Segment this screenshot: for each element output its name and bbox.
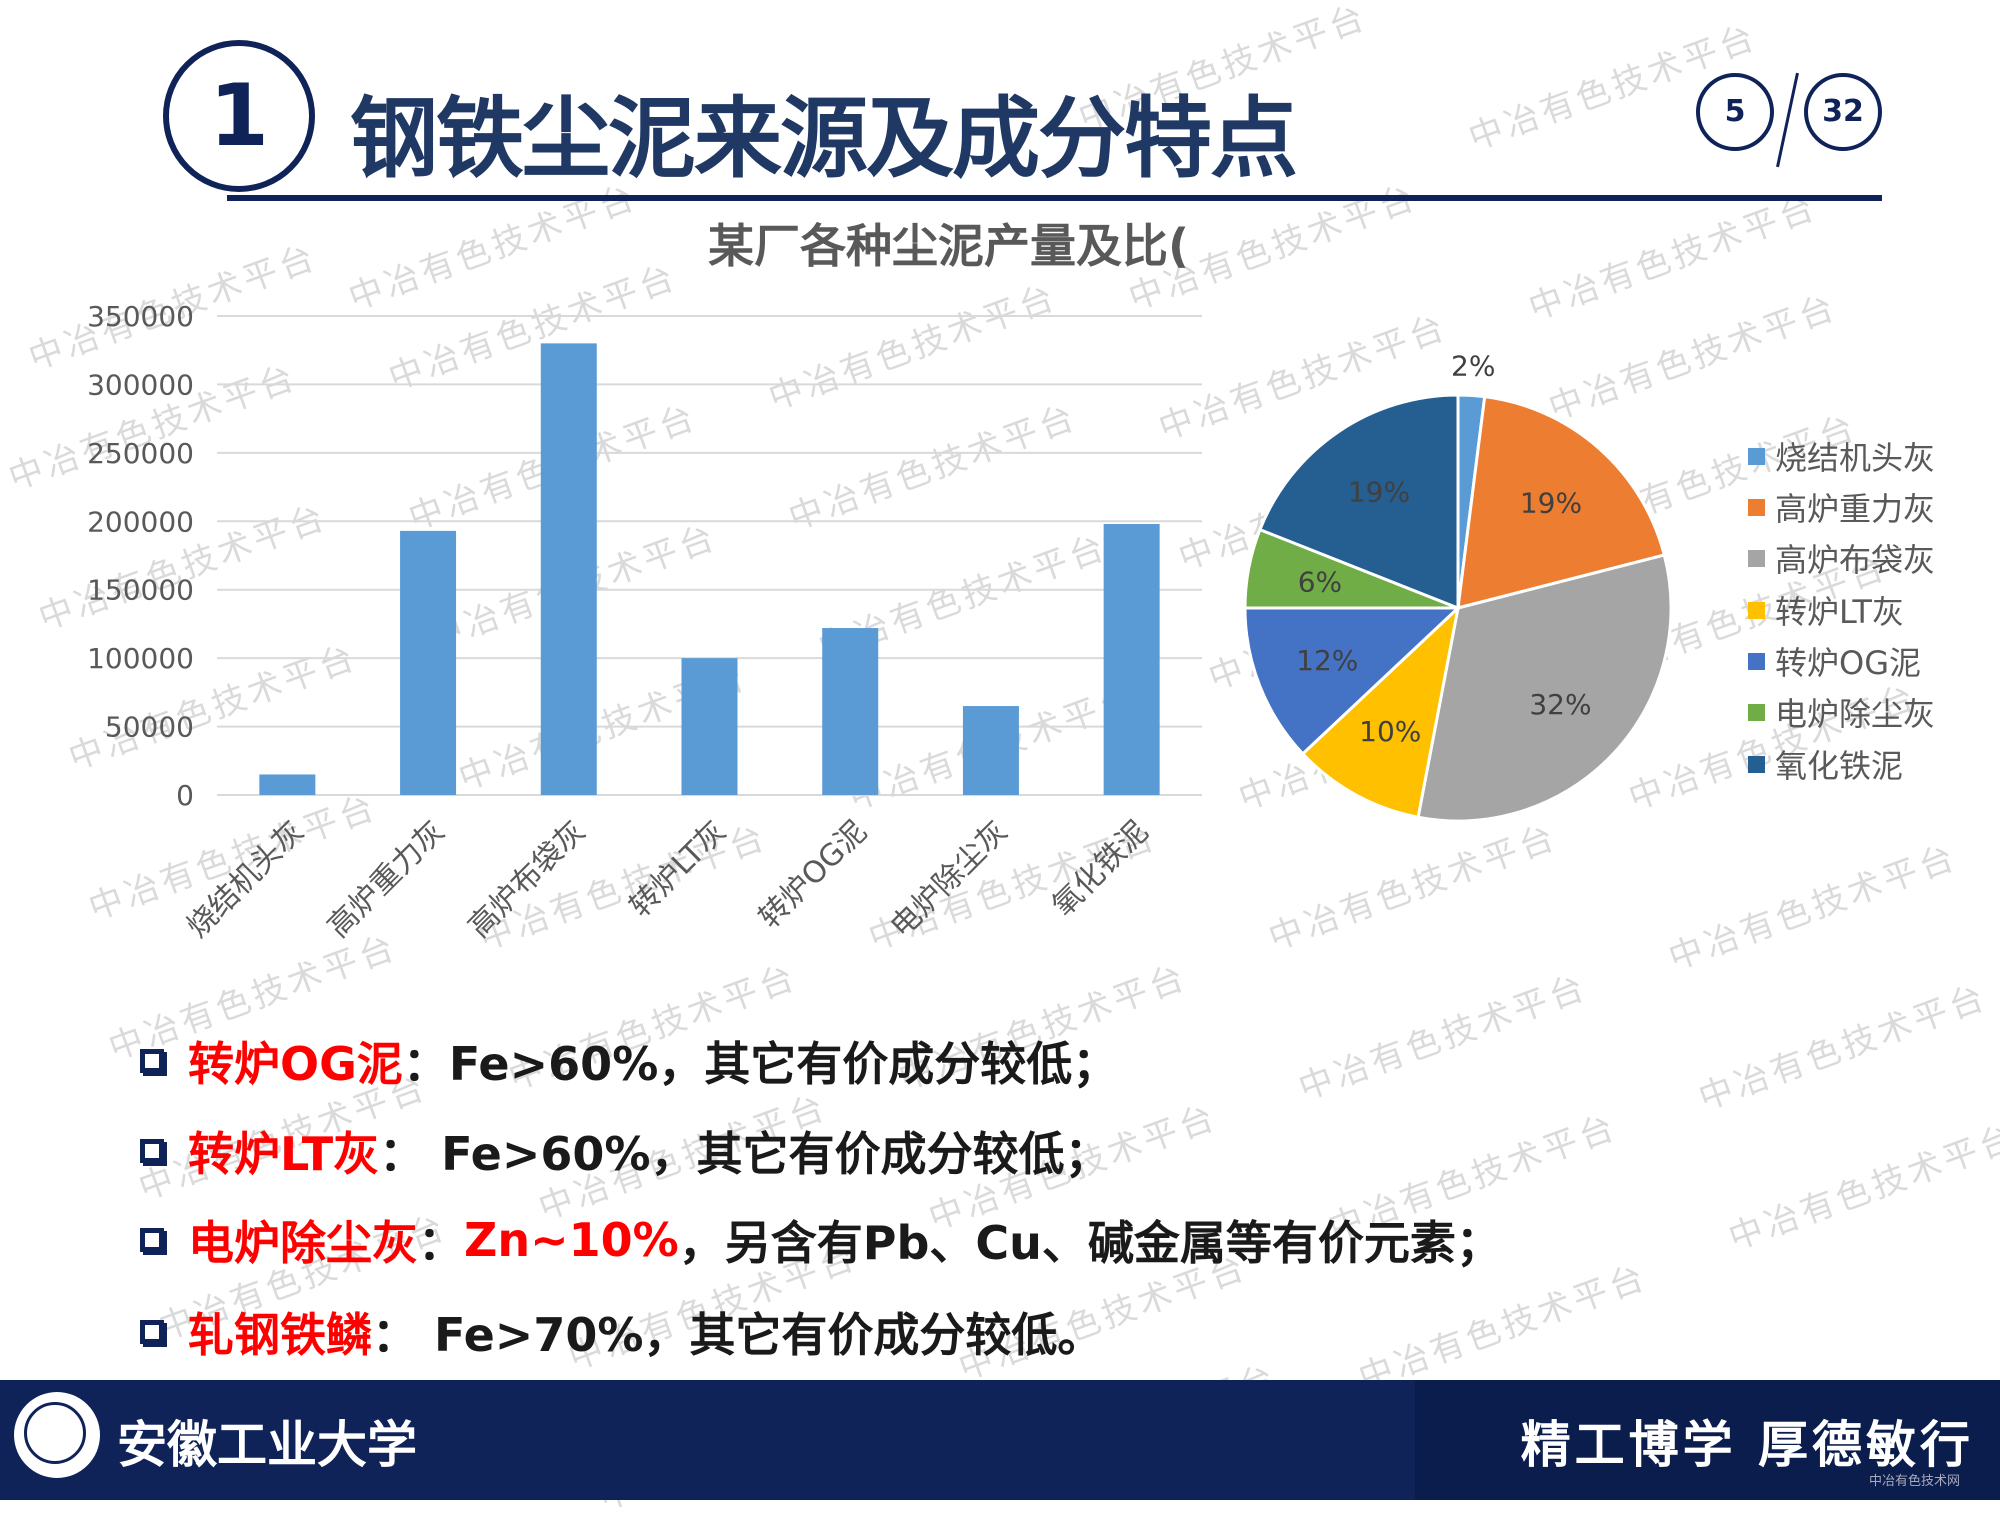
pie-slice-3 bbox=[1416, 553, 1673, 823]
legend-swatch bbox=[1748, 498, 1765, 516]
checkbox-bullet-icon bbox=[140, 1228, 164, 1252]
y-tick-label: 50000 bbox=[105, 711, 194, 744]
pie-slice-2 bbox=[1456, 395, 1667, 611]
watermark-text: 中冶有色技术平台 bbox=[1293, 967, 1593, 1109]
pie-data-label: 6% bbox=[1298, 566, 1342, 599]
bar-7 bbox=[1103, 524, 1160, 795]
y-tick-label: 300000 bbox=[87, 368, 194, 401]
y-tick-label: 200000 bbox=[87, 505, 194, 538]
legend-label: 转炉OG泥 bbox=[1775, 644, 1921, 682]
school-motto: 精工博学 厚德敏行 bbox=[1520, 1415, 1974, 1474]
y-tick-label: 150000 bbox=[87, 574, 194, 607]
pie-data-label: 19% bbox=[1348, 476, 1410, 509]
pie-chart: 2% 19% 32% 10% 12% 6% 19% bbox=[1243, 349, 1673, 823]
title-underline bbox=[227, 195, 1882, 201]
legend-swatch bbox=[1748, 652, 1765, 670]
bullet-highlight: 电炉除尘灰 bbox=[188, 1216, 418, 1270]
bullet-lt-ash: 转炉LT灰 ： Fe>60%，其它有价成分较低； bbox=[140, 1118, 1111, 1184]
checkbox-bullet-icon bbox=[140, 1049, 164, 1073]
pie-slice-4 bbox=[1300, 603, 1461, 819]
legend-label: 高炉布袋灰 bbox=[1775, 541, 1936, 579]
legend-swatch bbox=[1748, 755, 1765, 773]
legend-item: 氧化铁泥 bbox=[1748, 741, 1903, 787]
x-tick-label: 高炉重力灰 bbox=[321, 814, 452, 945]
chart-title: 某厂各种尘泥产量及比( bbox=[708, 219, 1190, 273]
section-number: 1 bbox=[209, 66, 269, 166]
bullet-highlight-zn: Zn~10% bbox=[464, 1213, 679, 1267]
legend-label: 高炉重力灰 bbox=[1775, 490, 1936, 528]
legend-item: 高炉重力灰 bbox=[1748, 484, 1935, 530]
checkbox-bullet-icon bbox=[140, 1139, 164, 1163]
pie-data-label: 2% bbox=[1451, 349, 1495, 382]
bar-4 bbox=[681, 658, 738, 795]
watermark-text: 中冶有色技术平台 bbox=[1523, 187, 1823, 329]
y-tick-label: 250000 bbox=[87, 437, 194, 470]
x-tick-label: 转炉LT灰 bbox=[623, 814, 733, 924]
pie-slice-7 bbox=[1258, 393, 1460, 611]
legend-item: 转炉OG泥 bbox=[1748, 638, 1921, 684]
legend-label: 烧结机头灰 bbox=[1775, 439, 1936, 477]
bullet-mill-scale: 轧钢铁鳞 ： Fe>70%，其它有价成分较低。 bbox=[140, 1299, 1103, 1365]
bar-6 bbox=[962, 706, 1019, 795]
legend-label: 转炉LT灰 bbox=[1775, 593, 1904, 631]
page-divider bbox=[1776, 72, 1799, 168]
bullet-text: ： bbox=[418, 1216, 464, 1270]
legend-label: 电炉除尘灰 bbox=[1775, 695, 1936, 733]
site-watermark-logo: 中冶有色技术网 bbox=[1868, 1474, 1960, 1489]
bar-2 bbox=[400, 530, 457, 795]
bullet-highlight: 转炉LT灰 bbox=[188, 1127, 380, 1181]
legend-item: 烧结机头灰 bbox=[1748, 433, 1935, 479]
x-tick-label: 电炉除尘灰 bbox=[884, 814, 1015, 945]
bullet-text-2: ，另含有Pb、Cu、碱金属等有价元素； bbox=[678, 1216, 1502, 1270]
legend-swatch bbox=[1748, 549, 1765, 567]
bullet-text: ： Fe>60%，其它有价成分较低； bbox=[379, 1127, 1111, 1181]
legend-item: 转炉LT灰 bbox=[1748, 587, 1904, 633]
bar-5 bbox=[822, 628, 879, 795]
legend-swatch bbox=[1748, 601, 1765, 619]
legend-swatch bbox=[1748, 703, 1765, 721]
bullet-og-sludge: 转炉OG泥 ：Fe>60%，其它有价成分较低； bbox=[140, 1028, 1118, 1094]
pie-slice-5 bbox=[1243, 606, 1462, 756]
x-tick-label: 烧结机头灰 bbox=[180, 814, 311, 945]
x-tick-label: 转炉OG泥 bbox=[752, 814, 874, 936]
page-title: 钢铁尘泥来源及成分特点 bbox=[350, 87, 1298, 190]
legend-label: 氧化铁泥 bbox=[1775, 747, 1904, 785]
y-tick-label: 0 bbox=[176, 779, 194, 812]
bar-3 bbox=[540, 343, 597, 795]
bar-chart: 0 50000 100000 150000 200000 250000 300000 3500… bbox=[87, 300, 1202, 945]
y-tick-label: 350000 bbox=[87, 300, 194, 333]
pie-data-label: 19% bbox=[1520, 487, 1582, 520]
bullet-text: ： Fe>70%，其它有价成分较低。 bbox=[372, 1308, 1104, 1362]
university-logo-emblem-icon bbox=[24, 1402, 86, 1464]
bar-1 bbox=[259, 774, 316, 795]
bullet-eaf-dust: 电炉除尘灰 ： Zn~10% ，另含有Pb、Cu、碱金属等有价元素； bbox=[140, 1207, 1502, 1273]
pie-data-label: 12% bbox=[1296, 644, 1358, 677]
x-tick-label: 氧化铁泥 bbox=[1046, 814, 1156, 924]
bullet-highlight: 轧钢铁鳞 bbox=[188, 1308, 372, 1362]
total-pages-indicator: 32 bbox=[1804, 73, 1882, 151]
bullet-highlight: 转炉OG泥 bbox=[188, 1037, 403, 1091]
pie-data-label: 10% bbox=[1359, 715, 1421, 748]
current-page-indicator: 5 bbox=[1696, 73, 1774, 151]
checkbox-bullet-icon bbox=[140, 1320, 164, 1344]
school-name: 安徽工业大学 bbox=[117, 1415, 417, 1474]
legend-item: 高炉布袋灰 bbox=[1748, 535, 1935, 581]
footer-right-panel bbox=[1415, 1380, 2000, 1500]
y-tick-label: 100000 bbox=[87, 642, 194, 675]
legend-swatch bbox=[1748, 447, 1765, 465]
watermark-text: 中冶有色技术平台 bbox=[1693, 977, 1993, 1119]
x-tick-label: 高炉布袋灰 bbox=[462, 814, 593, 945]
section-number-circle bbox=[163, 40, 315, 192]
legend-item: 电炉除尘灰 bbox=[1748, 689, 1935, 735]
watermark-text: 中冶有色技术平台 bbox=[1723, 1117, 2000, 1259]
bullet-text: ：Fe>60%，其它有价成分较低； bbox=[402, 1037, 1119, 1091]
pie-data-label: 32% bbox=[1529, 688, 1591, 721]
